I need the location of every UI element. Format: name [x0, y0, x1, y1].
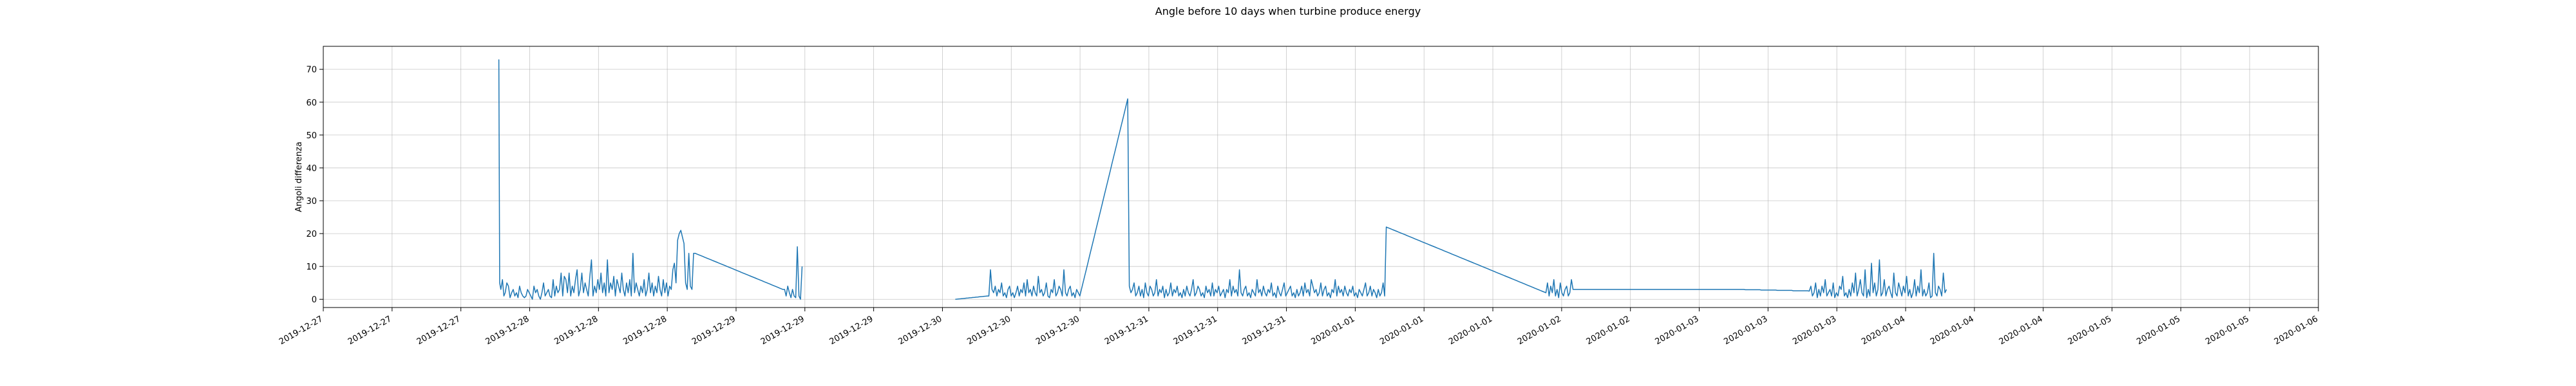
y-tick-label: 50 — [306, 131, 317, 141]
xtick-layer: 2019-12-27 2019-12-27 2019-12-27 2019-12-28… — [278, 314, 2320, 347]
grid-layer — [323, 46, 2319, 308]
x-tick-label: 2019-12-27 — [415, 314, 462, 347]
x-tick-label: 2019-12-28 — [621, 314, 668, 347]
series-layer — [498, 59, 1947, 300]
axes-frame — [323, 46, 2319, 308]
x-tick-label: 2020-01-04 — [1929, 314, 1976, 347]
x-tick-label: 2019-12-31 — [1103, 314, 1150, 347]
x-tick-label: 2020-01-05 — [2204, 314, 2251, 347]
x-tick-label: 2019-12-28 — [553, 314, 600, 347]
series-line — [498, 59, 1947, 300]
y-tick-label: 10 — [306, 262, 317, 272]
x-tick-label: 2019-12-29 — [759, 314, 806, 347]
x-tick-label: 2019-12-29 — [828, 314, 875, 347]
x-tick-label: 2019-12-30 — [897, 314, 944, 347]
x-tick-label: 2020-01-02 — [1516, 314, 1563, 347]
x-tick-label: 2020-01-06 — [2273, 314, 2320, 347]
x-tick-label: 2019-12-30 — [965, 314, 1012, 347]
x-tick-label: 2020-01-02 — [1585, 314, 1632, 347]
x-tick-label: 2020-01-01 — [1378, 314, 1425, 347]
x-tick-label: 2019-12-31 — [1172, 314, 1219, 347]
x-tick-label: 2019-12-27 — [278, 314, 325, 347]
x-tick-label: 2019-12-28 — [484, 314, 531, 347]
x-tick-label: 2020-01-01 — [1309, 314, 1356, 347]
x-tick-label: 2020-01-04 — [1998, 314, 2045, 347]
y-tick-label: 60 — [306, 98, 317, 108]
chart-title: Angle before 10 days when turbine produc… — [1155, 5, 1421, 17]
ytick-layer: 0 10 20 30 40 50 60 70 — [306, 66, 317, 305]
y-tick-label: 30 — [306, 197, 317, 207]
x-tick-label: 2020-01-03 — [1791, 314, 1838, 347]
x-tick-label: 2019-12-27 — [346, 314, 393, 347]
x-tick-label: 2020-01-04 — [1860, 314, 1907, 347]
x-tick-label: 2020-01-03 — [1722, 314, 1769, 347]
y-axis-label: Angoli differenza — [294, 142, 304, 212]
x-tick-label: 2020-01-05 — [2135, 314, 2182, 347]
y-tick-label: 40 — [306, 164, 317, 174]
y-tick-label: 20 — [306, 230, 317, 239]
axes-layer — [319, 46, 2319, 311]
y-tick-label: 70 — [306, 66, 317, 75]
x-tick-label: 2020-01-01 — [1447, 314, 1494, 347]
x-tick-label: 2020-01-05 — [2067, 314, 2114, 347]
x-tick-label: 2019-12-31 — [1241, 314, 1288, 347]
x-tick-label: 2019-12-30 — [1034, 314, 1081, 347]
x-tick-label: 2020-01-03 — [1654, 314, 1701, 347]
y-tick-label: 0 — [312, 295, 317, 305]
x-tick-label: 2019-12-29 — [690, 314, 737, 347]
